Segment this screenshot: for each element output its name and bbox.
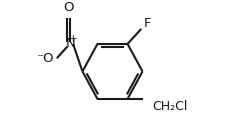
Text: +: + bbox=[69, 34, 78, 44]
Text: N: N bbox=[65, 37, 75, 50]
Text: CH₂Cl: CH₂Cl bbox=[152, 100, 187, 113]
Text: F: F bbox=[143, 17, 151, 30]
Text: ⁻O: ⁻O bbox=[36, 52, 53, 65]
Text: O: O bbox=[63, 1, 74, 14]
